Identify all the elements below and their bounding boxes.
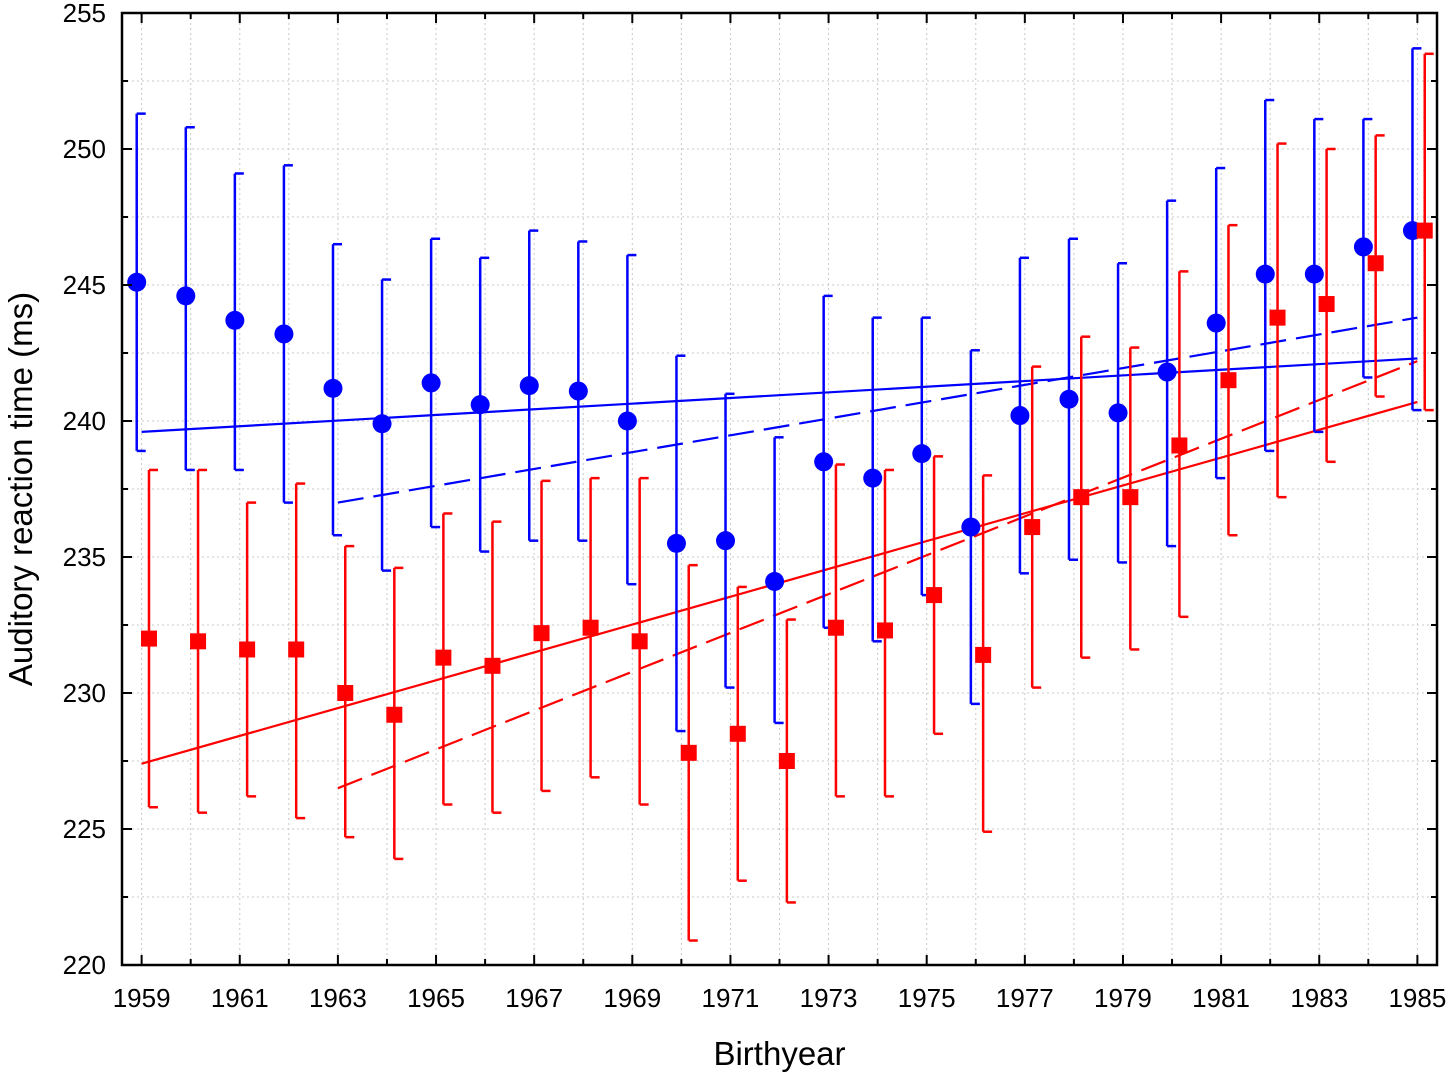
data-point-circle — [225, 310, 245, 330]
x-tick-labels: 1959 1961 1963 1965 1967 1969 1971 1973 1975 1977… — [113, 983, 1447, 1013]
y-tick-label: 220 — [63, 950, 106, 980]
trend-line-solid — [141, 357, 1418, 433]
data-point-square — [190, 633, 207, 650]
data-point-circle — [1157, 362, 1177, 382]
data-point-circle — [961, 517, 981, 537]
x-tick-label: 1979 — [1094, 983, 1152, 1013]
data-point-square — [1220, 372, 1237, 389]
data-point-circle — [1353, 237, 1373, 257]
x-tick-label: 1971 — [702, 983, 760, 1013]
x-tick-label: 1985 — [1388, 983, 1446, 1013]
error-bars — [135, 47, 1434, 942]
data-point-circle — [470, 395, 490, 415]
x-tick-label: 1961 — [211, 983, 269, 1013]
trend-line-dashed — [337, 360, 1418, 790]
data-point-square — [1318, 296, 1335, 313]
data-point-square — [1269, 309, 1286, 326]
data-point-circle — [1255, 264, 1275, 284]
data-point-square — [239, 641, 256, 658]
data-point-circle — [323, 378, 343, 398]
data-point-square — [680, 744, 697, 761]
data-point-circle — [1304, 264, 1324, 284]
x-tick-label: 1975 — [898, 983, 956, 1013]
data-point-circle — [421, 373, 441, 393]
y-axis-label: Auditory reaction time (ms) — [2, 292, 39, 686]
data-point-square — [926, 587, 943, 604]
data-point-circle — [176, 286, 196, 306]
data-point-circle — [568, 381, 588, 401]
y-tick-label: 225 — [63, 814, 106, 844]
data-point-circle — [1108, 403, 1128, 423]
data-point-square — [1024, 519, 1041, 536]
x-tick-label: 1983 — [1290, 983, 1348, 1013]
data-point-circle — [912, 444, 932, 464]
data-point-circle — [519, 376, 539, 396]
y-tick-label: 240 — [63, 406, 106, 436]
data-point-circle — [617, 411, 637, 431]
data-point-circle — [716, 531, 736, 551]
x-tick-label: 1973 — [800, 983, 858, 1013]
x-axis-label: Birthyear — [713, 1035, 845, 1072]
y-tick-label: 250 — [63, 134, 106, 164]
data-point-circle — [372, 414, 392, 434]
x-tick-label: 1981 — [1192, 983, 1250, 1013]
grid-lines — [122, 13, 1437, 965]
data-point-square — [1416, 222, 1433, 239]
data-point-square — [484, 657, 501, 674]
x-tick-label: 1977 — [996, 983, 1054, 1013]
data-point-circle — [666, 533, 686, 553]
data-point-square — [582, 619, 599, 636]
y-tick-label: 235 — [63, 542, 106, 572]
x-tick-label: 1967 — [505, 983, 563, 1013]
data-point-square — [1073, 489, 1090, 506]
data-point-square — [729, 725, 746, 742]
data-point-square — [975, 646, 992, 663]
data-point-square — [337, 685, 354, 701]
data-point-circle — [274, 324, 294, 344]
data-point-circle — [863, 468, 883, 488]
data-point-circle — [814, 452, 834, 472]
data-point-square — [827, 619, 844, 636]
x-tick-label: 1963 — [309, 983, 367, 1013]
data-point-circle — [765, 571, 785, 591]
trend-line-dashed — [337, 316, 1418, 504]
data-point-square — [1171, 437, 1188, 454]
data-point-square — [778, 753, 795, 769]
y-tick-label: 245 — [63, 270, 106, 300]
y-tick-labels: 220 225 230 235 240 245 250 255 — [63, 0, 106, 980]
data-markers — [127, 221, 1433, 769]
data-point-circle — [1010, 406, 1030, 426]
data-point-circle — [127, 272, 147, 292]
y-tick-label: 255 — [63, 0, 106, 28]
axis-ticks — [122, 12, 1437, 966]
data-point-square — [631, 633, 648, 650]
data-point-circle — [1206, 313, 1226, 333]
data-point-square — [876, 622, 893, 639]
data-point-square — [533, 625, 550, 642]
data-point-circle — [1059, 389, 1079, 409]
x-tick-label: 1965 — [407, 983, 465, 1013]
x-tick-label: 1959 — [113, 983, 171, 1013]
data-point-square — [435, 649, 452, 666]
data-point-square — [288, 641, 305, 658]
data-point-square — [1367, 255, 1384, 272]
data-point-square — [140, 630, 157, 647]
data-point-square — [1122, 489, 1139, 506]
data-point-square — [386, 706, 403, 723]
x-tick-label: 1969 — [603, 983, 661, 1013]
y-tick-label: 230 — [63, 678, 106, 708]
